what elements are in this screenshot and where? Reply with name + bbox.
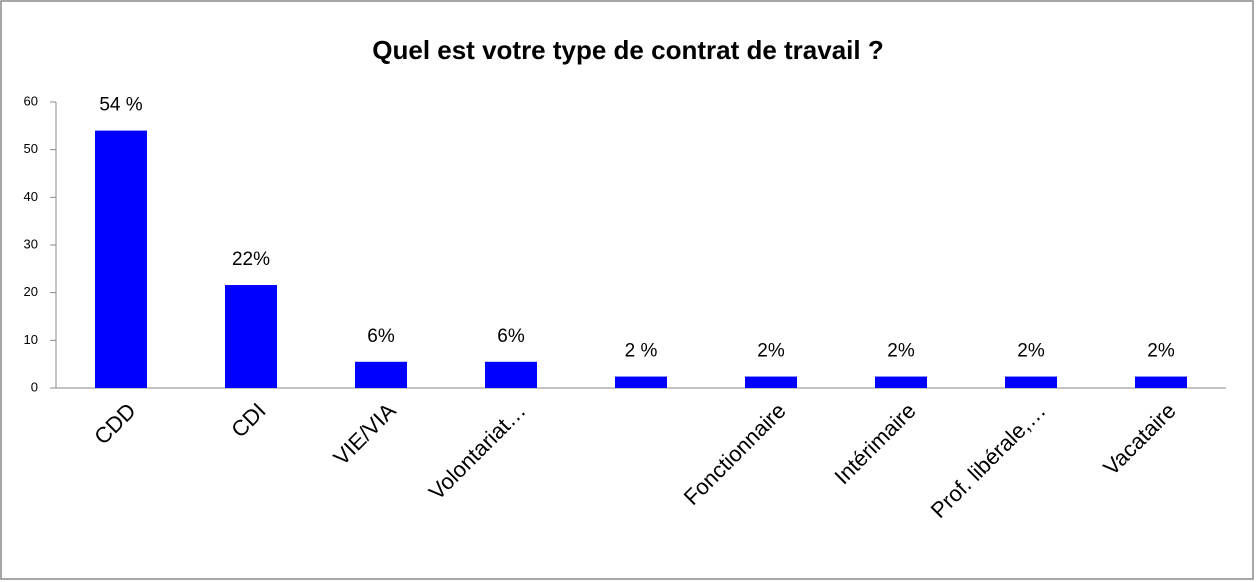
y-tick-label: 20: [24, 284, 38, 299]
bar: [1135, 376, 1187, 388]
bar: [95, 130, 147, 388]
value-label: 54 %: [99, 95, 142, 116]
value-label: 2 %: [625, 341, 658, 362]
bar: [745, 376, 797, 388]
bar: [485, 361, 537, 388]
value-label: 6%: [367, 326, 395, 347]
bar: [875, 376, 927, 388]
y-tick-label: 50: [24, 141, 38, 156]
value-label: 2%: [757, 341, 785, 362]
value-label: 2%: [1017, 341, 1045, 362]
value-label: 2%: [1147, 341, 1175, 362]
chart-title: Quel est votre type de contrat de travai…: [372, 35, 883, 65]
bar: [225, 285, 277, 388]
y-tick-label: 30: [24, 236, 38, 251]
y-tick-label: 0: [31, 379, 38, 394]
value-label: 22%: [232, 249, 270, 270]
y-tick-label: 40: [24, 189, 38, 204]
bar: [615, 376, 667, 388]
bar: [1005, 376, 1057, 388]
y-tick-label: 60: [24, 93, 38, 108]
bar: [355, 361, 407, 388]
value-label: 2%: [887, 341, 915, 362]
value-label: 6%: [497, 326, 525, 347]
y-tick-label: 10: [24, 332, 38, 347]
